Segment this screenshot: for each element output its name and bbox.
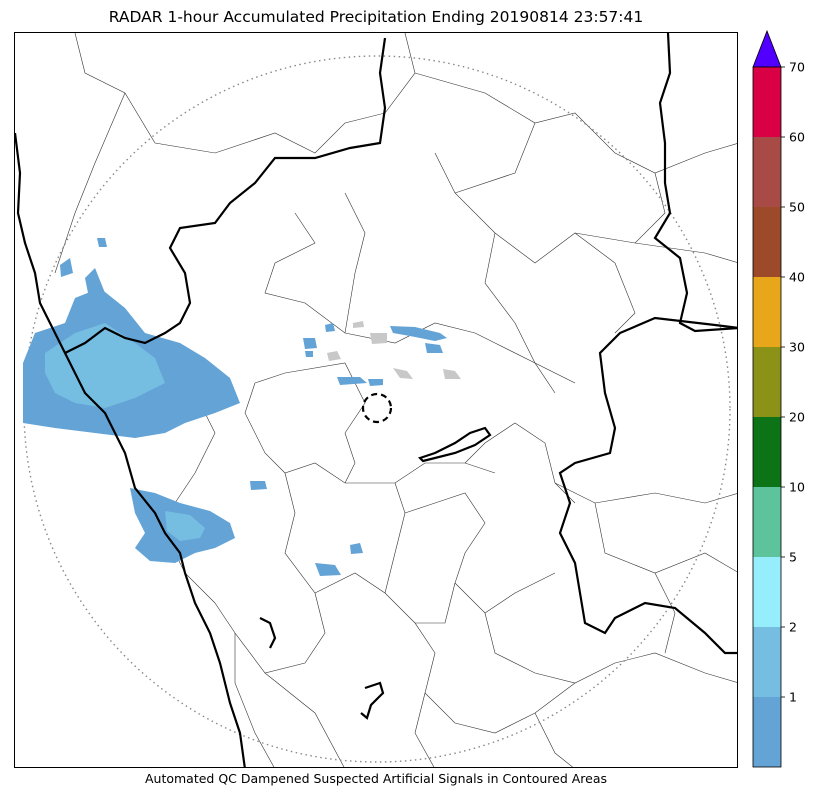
colorbar-tick-label: 30	[789, 340, 805, 355]
colorbar-bin	[753, 67, 781, 137]
colorbar: 1 2 5 10 20 30 40 50 60 70	[745, 25, 825, 770]
colorbar-svg: 1 2 5 10 20 30 40 50 60 70	[752, 29, 805, 768]
map-title: RADAR 1-hour Accumulated Precipitation E…	[108, 8, 644, 26]
radar-map[interactable]	[14, 32, 738, 768]
colorbar-tick-label: 40	[789, 270, 805, 285]
colorbar-tick-label: 50	[789, 200, 805, 215]
colorbar-tick-label: 5	[789, 550, 797, 565]
radar-range-ring	[23, 55, 731, 763]
colorbar-bin	[753, 417, 781, 487]
colorbar-bin	[753, 277, 781, 347]
colorbar-bin	[753, 557, 781, 627]
colorbar-bin	[753, 487, 781, 557]
state-boundaries	[15, 33, 737, 767]
radar-site-marker	[361, 392, 393, 424]
colorbar-tick-label: 60	[789, 130, 805, 145]
colorbar-bin	[753, 697, 781, 767]
colorbar-tick-label: 70	[789, 60, 805, 75]
colorbar-bin	[753, 207, 781, 277]
district-boundaries	[54, 33, 737, 767]
colorbar-tick-label: 2	[789, 620, 797, 635]
colorbar-tick-label: 1	[789, 690, 797, 705]
colorbar-bin	[753, 627, 781, 697]
colorbar-tick-label: 10	[789, 480, 805, 495]
colorbar-bin	[753, 347, 781, 417]
colorbar-extend-triangle	[752, 29, 782, 68]
map-canvas	[15, 33, 737, 767]
colorbar-tick-label: 20	[789, 410, 805, 425]
qc-caption: Automated QC Dampened Suspected Artifici…	[144, 771, 608, 786]
precipitation-echoes	[23, 238, 461, 576]
colorbar-bin	[753, 137, 781, 207]
